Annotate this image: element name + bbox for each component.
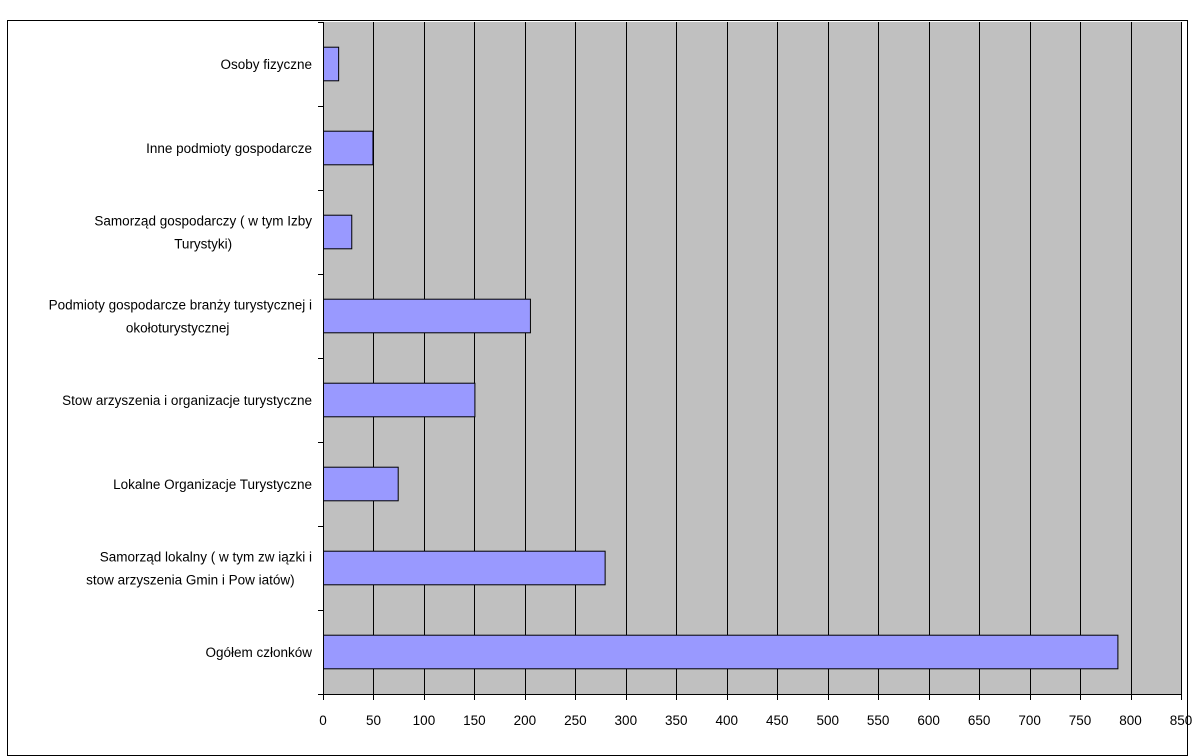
category-label-0: Osoby fizyczne [220, 57, 312, 72]
x-tick-label-150: 150 [463, 713, 486, 728]
x-tick-label-350: 350 [665, 713, 688, 728]
category-label-line: Samorząd gospodarczy ( w tym Izby [94, 214, 312, 229]
x-tick-label-750: 750 [1069, 713, 1092, 728]
bar-3 [323, 298, 531, 334]
x-tick-label-0: 0 [319, 713, 327, 728]
category-label-5: Lokalne Organizacje Turystyczne [113, 477, 312, 492]
category-label-2: Samorząd gospodarczy ( w tym Izby Turysty… [94, 214, 312, 252]
x-tick-label-500: 500 [816, 713, 839, 728]
bar-4 [323, 382, 476, 418]
category-label-line: Inne podmioty gospodarcze [146, 141, 312, 156]
category-label-7: Ogółem członków [205, 645, 312, 660]
x-tick-label-400: 400 [715, 713, 738, 728]
axes [318, 22, 1182, 700]
bar-7 [323, 634, 1119, 670]
x-tick-labels: 0 50 100 150 200 250 300 350 400 450 500 550 600 650 7… [319, 713, 1192, 728]
bar-5 [323, 466, 399, 502]
x-tick-label-450: 450 [766, 713, 789, 728]
category-label-3: Podmioty gospodarcze branży turystycznej… [49, 298, 312, 336]
category-label-line: Lokalne Organizacje Turystyczne [113, 477, 312, 492]
x-tick-label-50: 50 [366, 713, 381, 728]
category-label-6: Samorząd lokalny ( w tym zw iązki i stow … [86, 550, 312, 588]
category-label-line: okołoturystycznej [126, 321, 230, 336]
category-label-line: stow arzyszenia Gmin i Pow iatów) [86, 573, 295, 588]
x-tick-label-700: 700 [1018, 713, 1041, 728]
category-label-line: Podmioty gospodarcze branży turystycznej… [49, 298, 312, 313]
category-label-line: Turystyki) [174, 237, 232, 252]
x-tick-label-250: 250 [564, 713, 587, 728]
category-labels: Osoby fizyczne Inne podmioty gospodarcze S… [49, 57, 313, 660]
category-label-line: Stow arzyszenia i organizacje turystyczn… [62, 393, 312, 408]
category-label-1: Inne podmioty gospodarcze [146, 141, 312, 156]
x-tick-label-800: 800 [1119, 713, 1142, 728]
plot-area [323, 22, 1181, 694]
bar-2 [323, 214, 353, 250]
x-tick-label-100: 100 [413, 713, 436, 728]
bars [323, 46, 1119, 670]
x-tick-label-200: 200 [514, 713, 537, 728]
x-tick-label-850: 850 [1170, 713, 1193, 728]
bar-6 [323, 550, 606, 586]
category-label-line: Osoby fizyczne [220, 57, 312, 72]
bar-1 [323, 130, 374, 166]
x-tick-label-300: 300 [615, 713, 638, 728]
category-label-line: Samorząd lokalny ( w tym zw iązki i [100, 550, 312, 565]
category-label-4: Stow arzyszenia i organizacje turystyczn… [62, 393, 312, 408]
x-tick-label-550: 550 [867, 713, 890, 728]
category-label-line: Ogółem członków [205, 645, 312, 660]
x-tick-label-650: 650 [968, 713, 991, 728]
bar-0 [323, 46, 340, 82]
x-tick-label-600: 600 [917, 713, 940, 728]
